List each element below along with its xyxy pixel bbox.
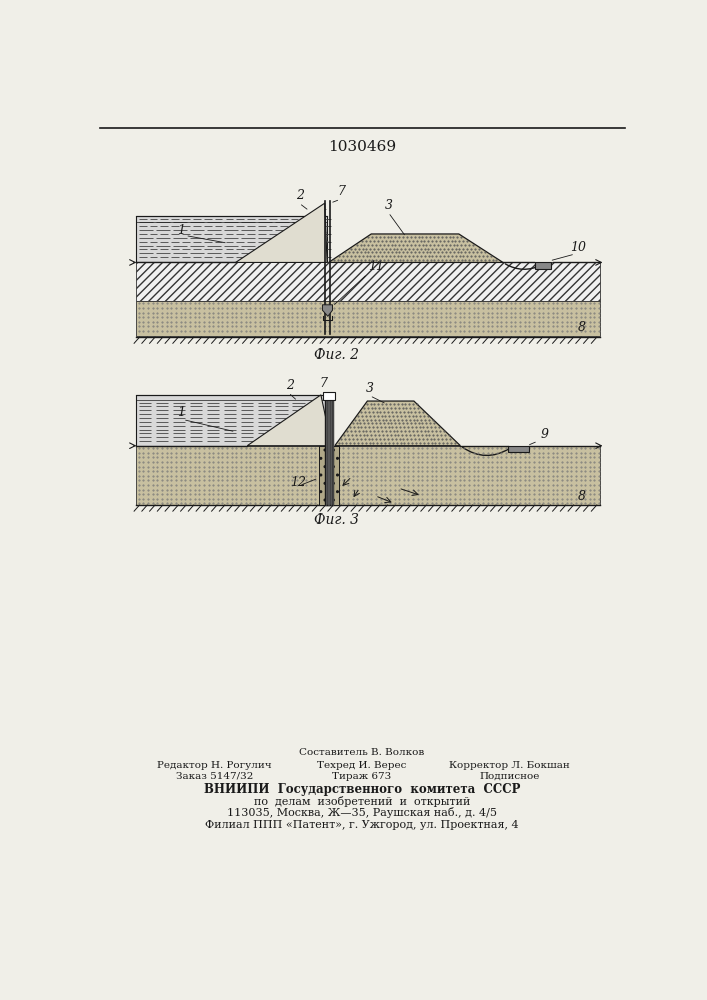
Text: 8: 8 <box>578 490 586 503</box>
Text: 7: 7 <box>338 185 346 198</box>
Text: Фиг. 2: Фиг. 2 <box>314 348 359 362</box>
Bar <box>136 395 327 446</box>
Text: ВНИИПИ  Государственного  комитета  СССР: ВНИИПИ Государственного комитета СССР <box>204 783 520 796</box>
Text: 12: 12 <box>290 476 306 489</box>
Bar <box>323 392 335 400</box>
Text: 3: 3 <box>366 382 374 395</box>
Polygon shape <box>247 395 332 446</box>
Text: Тираж 673: Тираж 673 <box>332 772 392 781</box>
Text: 1030469: 1030469 <box>328 140 396 154</box>
Polygon shape <box>534 262 551 269</box>
Text: по  делам  изобретений  и  открытий: по делам изобретений и открытий <box>254 796 470 807</box>
Text: 10: 10 <box>571 241 586 254</box>
Text: Заказ 5147/32: Заказ 5147/32 <box>176 772 253 781</box>
Text: 3: 3 <box>385 199 392 212</box>
Text: Техред И. Верес: Техред И. Верес <box>317 761 407 770</box>
Bar <box>136 216 327 262</box>
Text: Филиал ППП «Патент», г. Ужгород, ул. Проектная, 4: Филиал ППП «Патент», г. Ужгород, ул. Про… <box>205 820 519 830</box>
Text: Фиг. 3: Фиг. 3 <box>314 513 359 527</box>
Text: 2: 2 <box>296 189 304 202</box>
Polygon shape <box>329 234 503 262</box>
Bar <box>136 446 600 505</box>
Bar <box>136 262 600 301</box>
Text: 7: 7 <box>320 377 327 390</box>
Text: Подписное: Подписное <box>479 772 539 781</box>
Text: 8: 8 <box>578 321 586 334</box>
Bar <box>136 301 600 336</box>
Bar <box>325 395 333 505</box>
Text: 2: 2 <box>286 379 294 392</box>
Polygon shape <box>508 446 529 452</box>
Polygon shape <box>322 305 332 316</box>
Polygon shape <box>335 401 460 446</box>
Text: 9: 9 <box>540 428 548 441</box>
Text: 1: 1 <box>177 406 185 419</box>
Polygon shape <box>235 203 327 262</box>
Text: 11: 11 <box>368 260 384 273</box>
Text: Редактор Н. Рогулич: Редактор Н. Рогулич <box>158 761 272 770</box>
Text: Составитель В. Волков: Составитель В. Волков <box>299 748 425 757</box>
Bar <box>319 446 339 505</box>
Text: 1: 1 <box>177 224 185 237</box>
Text: Корректор Л. Бокшан: Корректор Л. Бокшан <box>449 761 570 770</box>
Text: 113035, Москва, Ж—35, Раушская наб., д. 4/5: 113035, Москва, Ж—35, Раушская наб., д. … <box>227 808 497 818</box>
